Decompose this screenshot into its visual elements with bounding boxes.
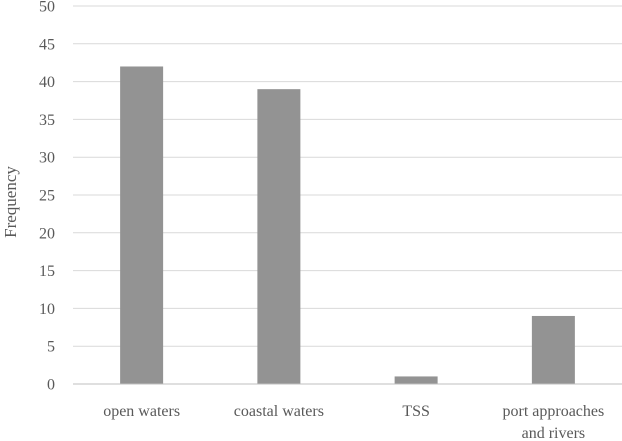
x-tick-label: port approaches bbox=[503, 403, 605, 420]
y-tick-label: 25 bbox=[39, 188, 55, 205]
y-tick-label: 30 bbox=[39, 150, 55, 167]
bar bbox=[257, 89, 301, 384]
y-tick-label: 20 bbox=[39, 225, 55, 242]
y-tick-label: 10 bbox=[39, 301, 55, 318]
x-tick-label: and rivers bbox=[522, 425, 586, 441]
y-axis-title: Frequency bbox=[1, 166, 20, 238]
y-tick-label: 0 bbox=[47, 377, 55, 394]
x-tick-label: TSS bbox=[402, 403, 430, 420]
x-tick-labels: open waters coastal waters TSS port approac… bbox=[103, 403, 604, 441]
gridlines bbox=[73, 5, 622, 347]
bar bbox=[120, 66, 164, 384]
y-tick-label: 5 bbox=[47, 339, 55, 356]
y-tick-label: 50 bbox=[39, 0, 55, 16]
y-tick-label: 40 bbox=[39, 74, 55, 91]
bar bbox=[394, 376, 438, 384]
y-tick-label: 45 bbox=[39, 36, 55, 53]
bar bbox=[531, 315, 575, 384]
x-tick-label: coastal waters bbox=[234, 403, 324, 420]
y-tick-label: 15 bbox=[39, 263, 55, 280]
bars bbox=[120, 66, 575, 384]
x-tick-label: open waters bbox=[103, 403, 180, 420]
y-tick-label: 35 bbox=[39, 112, 55, 129]
y-tick-labels: 0 5 10 15 20 25 30 35 40 45 50 bbox=[39, 0, 55, 394]
